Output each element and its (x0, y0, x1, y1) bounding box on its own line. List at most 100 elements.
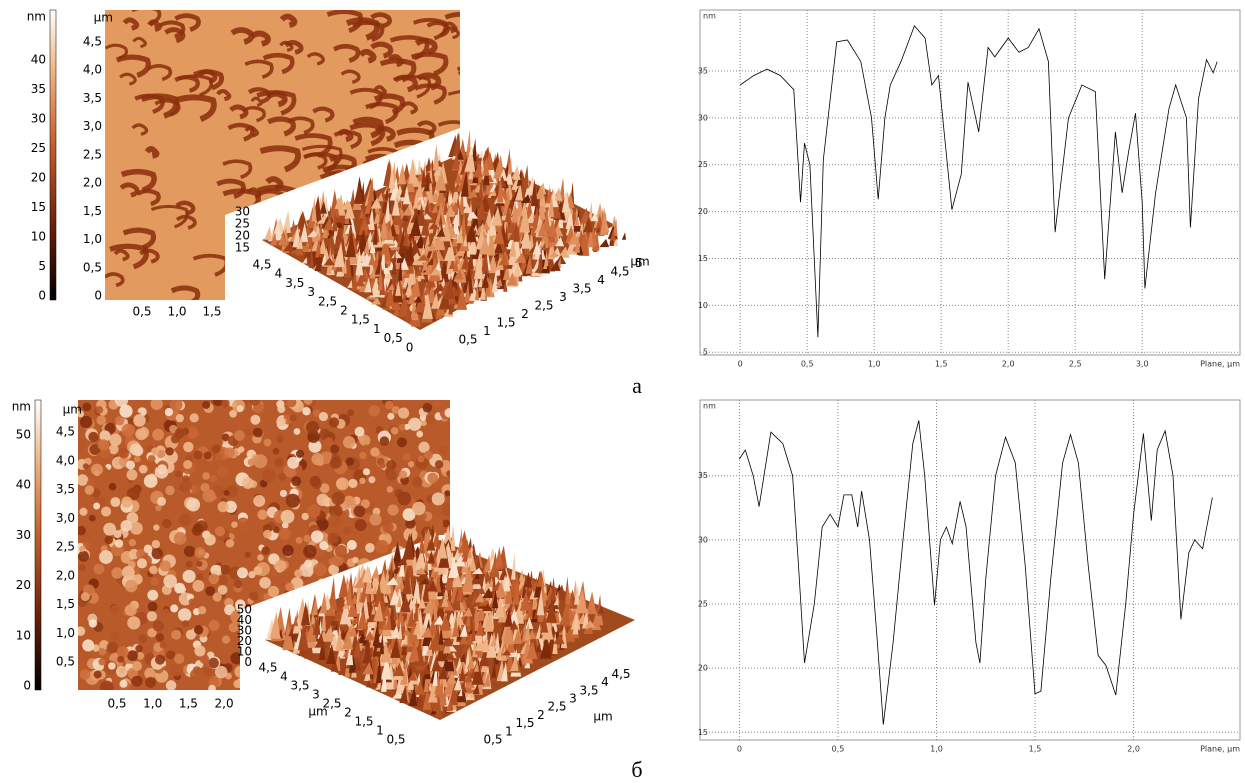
image-grain (96, 415, 106, 425)
image-grain (418, 456, 425, 463)
image-grain (163, 574, 177, 588)
image-y-tick-label: 3,0 (83, 119, 102, 133)
image-grain (311, 453, 323, 465)
image-grain (363, 468, 370, 475)
image-grain (422, 403, 432, 413)
surface-right-unit: µm (630, 255, 649, 269)
image-grain (169, 662, 183, 676)
image-grain (121, 520, 132, 531)
surface-left-tick-label: 2 (340, 304, 348, 318)
image-grain (76, 626, 86, 636)
image-grain (82, 403, 91, 412)
image-grain (122, 424, 135, 437)
image-grain (186, 561, 193, 568)
image-grain (278, 473, 286, 481)
image-grain (82, 639, 94, 651)
image-grain (144, 474, 158, 488)
image-unit: µm (94, 11, 113, 25)
image-grain (416, 431, 423, 438)
image-grain (184, 546, 195, 557)
image-grain (165, 486, 174, 495)
image-grain (100, 681, 114, 695)
image-grain (133, 414, 146, 427)
image-grain (286, 397, 297, 408)
image-grain (282, 545, 293, 556)
afm-panel: nm01020304050µm0,51,01,52,02,53,03,54,04… (12, 393, 655, 782)
image-grain (148, 455, 156, 463)
image-grain (273, 448, 280, 455)
image-grain (263, 530, 272, 539)
image-grain (316, 466, 323, 473)
afm-panel: nm0510152025303540µm00,51,01,52,02,53,03… (27, 7, 665, 398)
surface-right-tick-label: 3 (559, 290, 567, 304)
image-grain (193, 450, 202, 459)
surface-right-tick-label: 0,5 (458, 333, 477, 347)
image-grain (346, 457, 354, 465)
colorbar-tick-label: 10 (31, 230, 46, 244)
image-grain (129, 539, 136, 546)
image-grain (262, 469, 276, 483)
image-grain (242, 477, 253, 488)
colorbar-unit: nm (27, 10, 46, 24)
image-grain (109, 434, 121, 446)
image-grain (174, 654, 184, 664)
image-grain (135, 645, 143, 653)
colorbar-tick-label: 10 (16, 628, 31, 642)
colorbar-tick-label: 0 (38, 289, 46, 303)
image-grain (194, 645, 205, 656)
image-grain (380, 436, 389, 445)
image-grain (149, 566, 158, 575)
image-grain (198, 549, 204, 555)
y-tick-label: 15 (698, 728, 708, 737)
colorbar-tick-label: 40 (16, 478, 31, 492)
image-x-tick-label: 1,5 (179, 697, 198, 711)
image-grain (294, 428, 301, 435)
image-y-tick-label: 3,5 (83, 91, 102, 105)
image-grain (399, 424, 406, 431)
image-grain (115, 539, 123, 547)
image-grain (170, 604, 178, 612)
image-grain (236, 518, 250, 532)
image-grain (276, 417, 286, 427)
image-grain (157, 464, 167, 474)
image-grain (331, 492, 344, 505)
x-axis-label: Plane, µm (1200, 360, 1240, 369)
image-grain (319, 412, 328, 421)
image-grain (202, 489, 215, 502)
image-grain (359, 478, 365, 484)
image-grain (234, 430, 245, 441)
image-grain (194, 625, 203, 634)
image-grain (290, 414, 297, 421)
colorbar-tick-label: 30 (16, 528, 31, 542)
image-grain (249, 591, 258, 600)
y-tick-label: 35 (698, 471, 708, 480)
image-grain (304, 396, 313, 405)
image-grain (72, 439, 86, 453)
image-unit: µm (63, 403, 82, 417)
colorbar-tick-label: 50 (16, 428, 31, 442)
image-y-tick-label: 2,5 (56, 540, 75, 554)
image-grain (85, 485, 94, 494)
image-grain (245, 552, 251, 558)
image-grain (336, 477, 349, 490)
image-grain (424, 451, 433, 460)
image-grain (162, 608, 169, 615)
image-grain (182, 475, 190, 483)
image-grain (160, 560, 171, 571)
image-grain (387, 504, 398, 515)
image-grain (132, 676, 143, 687)
image-grain (291, 476, 301, 486)
image-grain (192, 580, 204, 592)
image-grain (139, 465, 148, 474)
image-grain (359, 435, 370, 446)
image-grain (175, 471, 182, 478)
colorbar-tick-label: 20 (31, 171, 46, 185)
image-grain (444, 490, 450, 496)
y-tick-label: 10 (698, 301, 708, 310)
image-domain (459, 71, 487, 87)
image-grain (347, 540, 357, 550)
image-grain (212, 444, 221, 453)
image-grain (151, 577, 160, 586)
image-grain (303, 545, 316, 558)
surface-z-tick-label: 15 (235, 241, 250, 255)
